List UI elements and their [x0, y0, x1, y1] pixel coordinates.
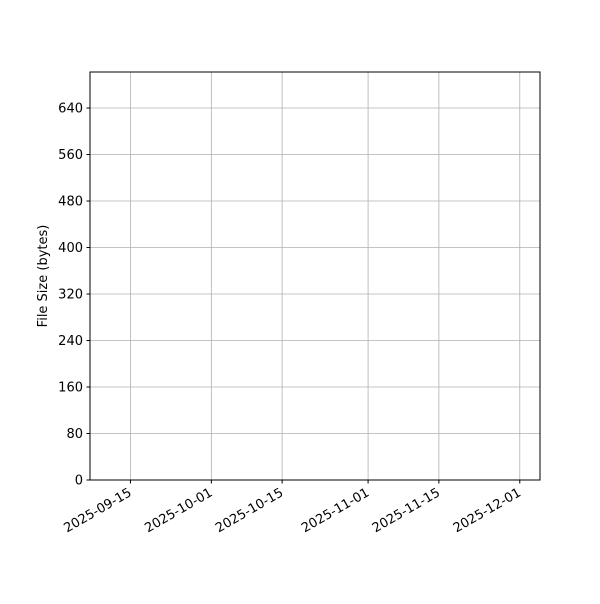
y-tick-label: 0 — [75, 474, 83, 489]
y-tick-label: 560 — [58, 148, 83, 163]
y-tick-label: 640 — [58, 102, 83, 117]
y-tick-label: 240 — [58, 334, 83, 349]
x-tick-label: 2025-10-01 — [142, 485, 215, 536]
x-tick-label: 2025-10-15 — [213, 485, 286, 536]
x-tick-label: 2025-11-15 — [370, 485, 443, 536]
x-tick-label: 2025-11-01 — [299, 485, 372, 536]
y-axis: 0 80 160 240 320 400 480 560 640 — [58, 102, 90, 489]
y-tick-label: 160 — [58, 381, 83, 396]
y-tick-label: 400 — [58, 241, 83, 256]
plot-area-frame — [89, 71, 541, 481]
x-tick-label: 2025-12-01 — [451, 485, 524, 536]
y-tick-label: 320 — [58, 288, 83, 303]
y-tick-label: 480 — [58, 195, 83, 210]
y-axis-label: File Size (bytes) — [36, 225, 51, 328]
grid — [90, 72, 540, 481]
y-tick-label: 80 — [66, 427, 83, 442]
x-tick-label: 2025-09-15 — [62, 485, 135, 536]
